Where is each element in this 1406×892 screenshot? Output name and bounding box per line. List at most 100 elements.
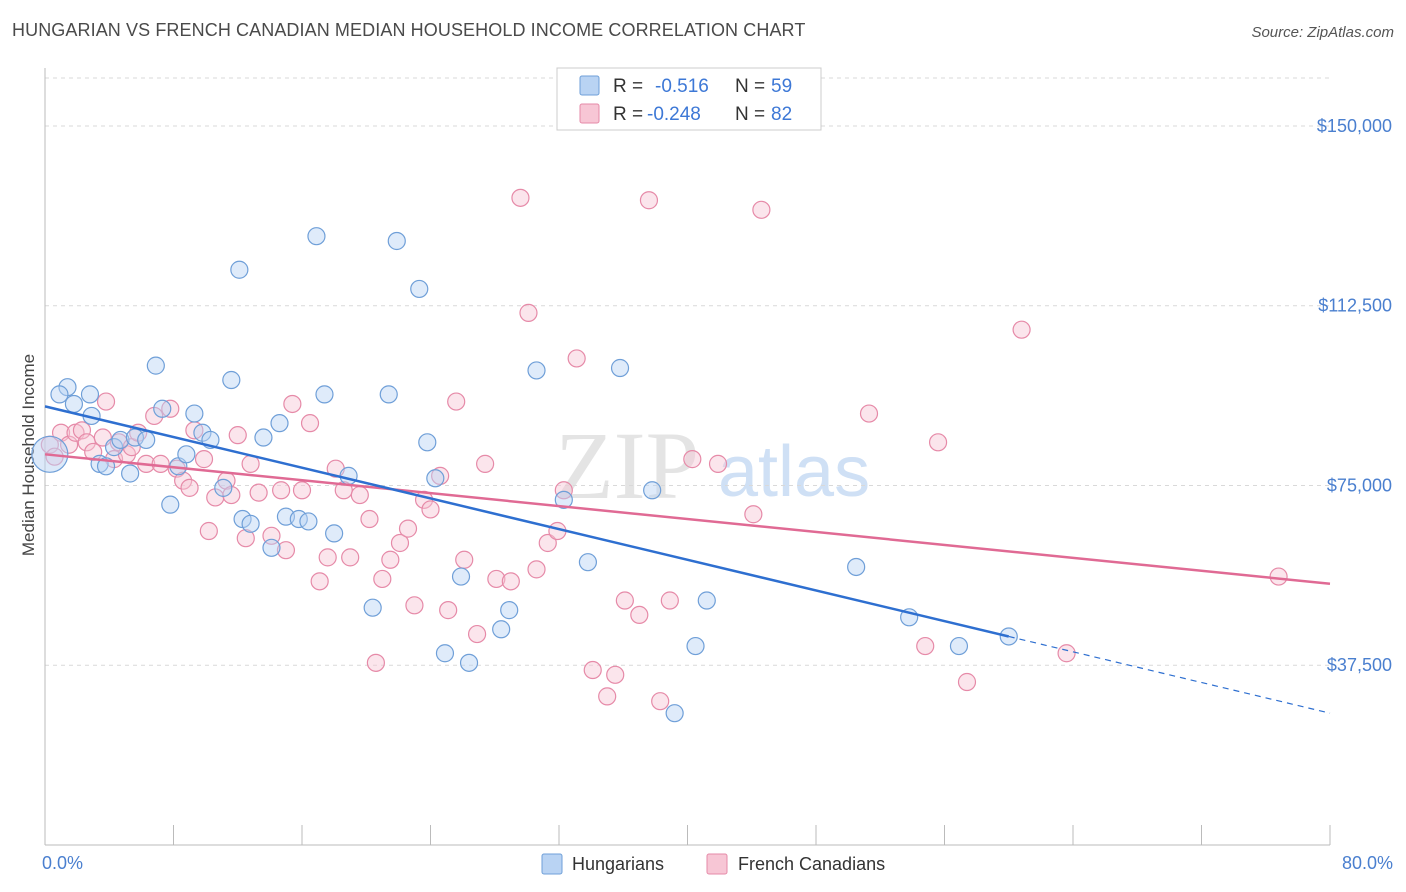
french-canadian-point-39 [318,548,337,567]
french-canadian-point-50 [405,596,424,615]
trend-line-hungarians [44,405,1010,638]
bottom-legend-hungarians: Hungarians [572,854,664,874]
french-canadian-point-21 [180,478,199,497]
watermark: ZIP atlas [555,412,870,519]
french-canadian-point-70 [606,665,625,684]
legend-swatch-hungarians [579,75,600,96]
hungarian-point-53 [686,636,705,656]
hungarian-point-15 [161,495,180,514]
french-canadian-point-44 [360,509,379,529]
hungarian-point-48 [554,490,573,509]
french-canadian-point-58 [476,454,495,473]
source-label: Source: ZipAtlas.com [1251,24,1394,41]
trend-line-hungarians-extension [1008,635,1331,714]
french-canadian-point-29 [236,529,255,548]
hungarian-point-42 [435,644,455,663]
legend-box [556,67,822,131]
french-canadian-point-84 [1012,320,1031,339]
legend-n-label-0: N = [735,76,765,97]
hungarian-point-18 [185,404,204,423]
hungarian-point-57 [949,636,969,656]
french-canadian-point-55 [447,392,466,411]
french-canadian-point-46 [373,569,392,589]
french-canadian-point-53 [431,466,450,485]
y-tick-label-0: $37,500 [1327,655,1392,675]
hungarian-point-23 [230,260,249,279]
legend-r-value-0: -0.516 [655,76,709,97]
hungarian-point-46 [500,601,519,620]
hungarian-point-13 [146,356,165,375]
french-canadian-point-56 [455,550,474,569]
french-canadian-point-61 [511,188,530,207]
hungarian-point-47 [527,361,546,380]
french-canadian-point-79 [752,200,771,219]
french-canadian-point-83 [957,672,977,692]
french-canadian-point-57 [467,624,487,644]
french-canadian-point-64 [538,533,557,553]
french-canadian-point-69 [598,687,617,706]
french-canadian-point-36 [292,481,312,500]
french-canadian-point-35 [283,394,302,414]
hungarian-point-33 [315,385,334,404]
y-tick-label-3: $150,000 [1317,116,1392,136]
bottom-legend-swatch-french-canadians [706,853,728,875]
french-canadian-point-62 [519,303,538,322]
hungarian-point-10 [121,464,140,483]
x-tick-labels: 0.0% 80.0% [42,853,1393,873]
french-canadian-point-23 [194,450,214,469]
watermark-zip: ZIP [555,412,699,519]
hungarian-point-45 [492,620,511,639]
legend-n-label-1: N = [735,104,765,125]
y-tick-label-1: $75,000 [1327,475,1392,495]
french-canadian-point-60 [501,572,520,591]
hungarian-point-25 [241,514,260,533]
french-canadian-point-75 [660,591,679,610]
hungarian-point-37 [379,385,398,404]
legend-bottom: Hungarians French Canadians [541,853,885,875]
hungarian-point-43 [451,567,471,586]
legend-top: R = -0.516 N = 59 R = -0.248 N = 82 [556,67,822,131]
legend-r-label-1: R = [613,104,643,125]
hungarian-point-34 [325,524,344,543]
french-canadian-point-71 [615,591,634,610]
french-canadian-point-20 [174,471,193,490]
french-canadian-point-68 [583,660,602,680]
bottom-legend-swatch-hungarians [541,853,563,875]
trend-line-french-canadians [44,453,1331,585]
legend-swatch-french-canadians [579,103,600,124]
hungarian-point-14 [153,399,172,418]
x-tick-label-1: 80.0% [1342,853,1393,873]
french-canadian-point-80 [859,404,879,423]
hungarian-point-28 [270,414,289,433]
hungarian-point-27 [262,538,281,557]
hungarian-point-12 [137,430,156,450]
hungarian-point-41 [426,469,445,488]
hungarian-point-38 [387,231,406,251]
hungarian-point-17 [177,445,196,464]
french-canadian-point-72 [630,605,649,625]
watermark-atlas: atlas [718,432,870,512]
hungarian-point-51 [643,481,662,500]
french-canadian-point-28 [228,426,247,445]
french-canadian-point-34 [276,541,296,560]
french-canadian-point-77 [708,454,728,473]
french-canadian-point-5 [72,421,92,440]
hungarian-point-31 [299,512,318,531]
french-canadian-point-73 [639,191,659,210]
trend-lines [44,405,1331,714]
hungarian-point-55 [847,557,866,577]
hungarian-point-9 [111,430,130,450]
series-hungarians [31,227,1018,723]
hungarian-point-3 [64,394,84,414]
x-tick-label-0: 0.0% [42,853,83,873]
legend-n-value-1: 82 [771,104,792,125]
hungarian-point-21 [214,478,233,497]
legend-r-label-0: R = [613,76,643,97]
french-canadian-point-78 [744,505,763,524]
french-canadian-point-67 [567,349,586,368]
french-canadian-point-31 [249,483,268,502]
french-canadian-point-42 [341,548,360,567]
hungarian-point-49 [578,553,598,572]
series-french-canadians [40,188,1288,711]
